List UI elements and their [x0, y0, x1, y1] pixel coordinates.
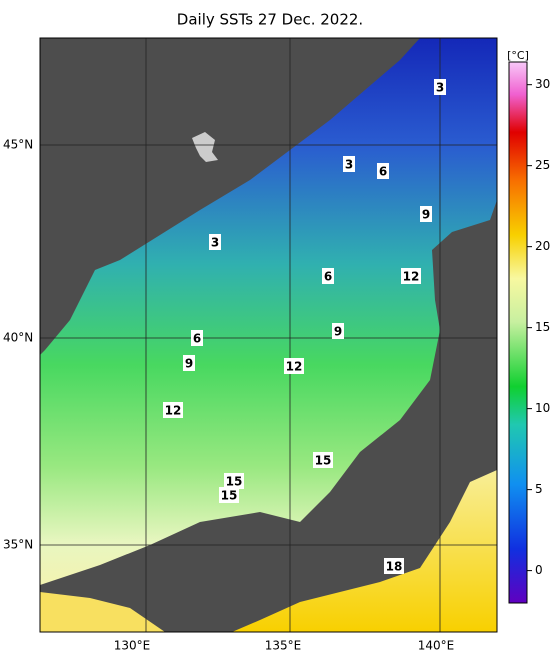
colorbar-tick-label: 5	[535, 482, 543, 496]
contour-label-box	[401, 268, 421, 284]
contour-label: 15	[221, 489, 238, 503]
contour-label: 12	[286, 360, 303, 374]
contour-label-box	[219, 487, 239, 503]
lon-label: 140°E	[418, 639, 455, 653]
colorbar-unit: [°C]	[507, 49, 529, 62]
contour-label-box	[332, 323, 344, 339]
colorbar-tick-label: 10	[535, 401, 550, 415]
contour-label-box	[377, 163, 389, 179]
lon-label: 130°E	[114, 639, 151, 653]
colorbar-tick-label: 25	[535, 158, 550, 172]
colorbar-tick-label: 20	[535, 239, 550, 253]
title: Daily SSTs 27 Dec. 2022.	[177, 11, 363, 29]
contour-label-box	[434, 79, 446, 95]
contour-label: 15	[226, 475, 243, 489]
contour-label: 9	[185, 357, 193, 371]
lat-label: 40°N	[3, 331, 33, 345]
contour-label-box	[163, 402, 183, 418]
contour-label: 3	[211, 236, 219, 250]
lat-label: 35°N	[3, 538, 33, 552]
colorbar	[508, 61, 528, 604]
contour-label: 6	[379, 165, 387, 179]
contour-label: 12	[165, 404, 182, 418]
contour-label: 9	[334, 325, 342, 339]
contour-label: 3	[436, 81, 444, 95]
island	[192, 132, 218, 162]
contour-label: 12	[403, 270, 420, 284]
contour-label-box	[284, 358, 304, 374]
colorbar-tick-label: 30	[535, 77, 550, 91]
contour-label: 15	[315, 454, 332, 468]
contour-label-box	[191, 330, 203, 346]
contour-label-box	[420, 206, 432, 222]
pacific	[232, 470, 497, 632]
contour-label-box	[343, 156, 355, 172]
contour-label-box	[224, 473, 244, 489]
frame	[39, 37, 498, 633]
lon-label: 135°E	[265, 639, 302, 653]
contour-label-box	[209, 234, 221, 250]
lat-label: 45°N	[3, 138, 33, 152]
grid	[40, 38, 497, 632]
contour-label: 18	[386, 560, 403, 574]
contour-label-box	[183, 355, 195, 371]
contour-label-box	[384, 558, 404, 574]
contour-label: 3	[345, 158, 353, 172]
colorbar-tick-label: 0	[535, 563, 543, 577]
contour-label-box	[313, 452, 333, 468]
contour-label: 9	[422, 208, 430, 222]
contour-label: 6	[324, 270, 332, 284]
contour-label-box	[322, 268, 334, 284]
east-china-sea	[40, 592, 165, 632]
contour-label: 6	[193, 332, 201, 346]
colorbar-tick-label: 15	[535, 320, 550, 334]
